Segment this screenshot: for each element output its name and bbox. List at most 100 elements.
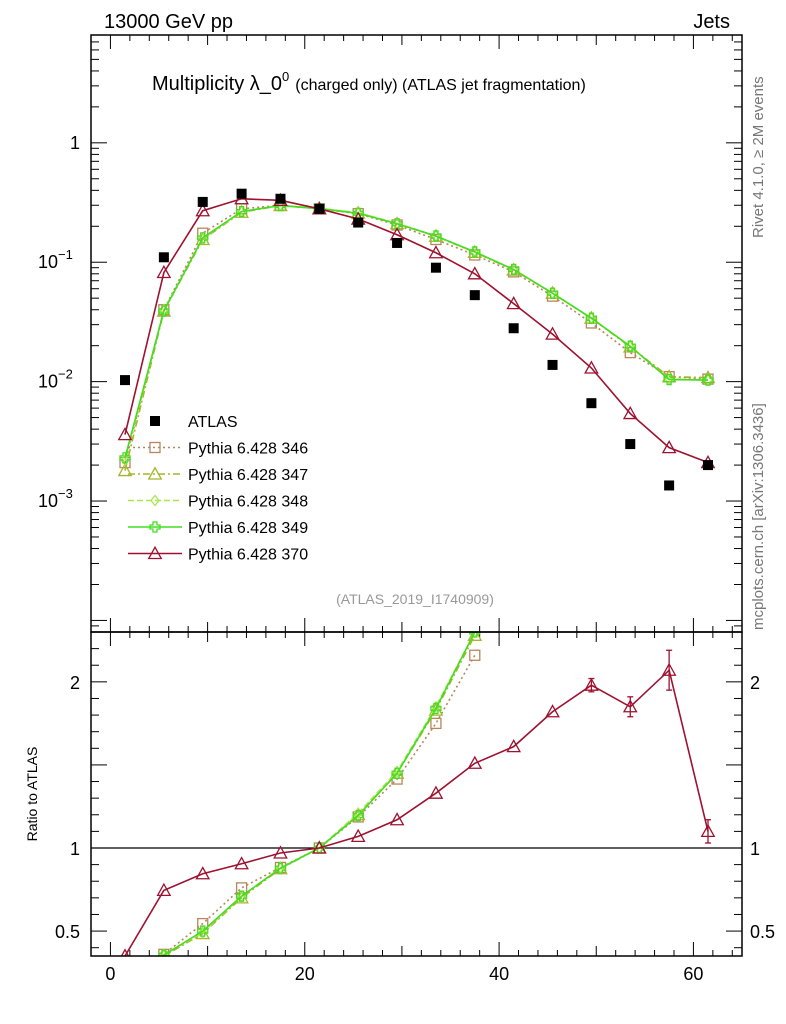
series-marker-4 xyxy=(195,203,211,217)
ratio-marker-3 xyxy=(352,809,364,822)
ratio-marker-4 xyxy=(195,866,211,880)
data-point xyxy=(664,480,675,491)
data-point xyxy=(625,439,636,450)
title-superscript: 0 xyxy=(282,69,289,84)
ratio-line-4 xyxy=(124,668,709,956)
y-tick-label: 1 xyxy=(70,133,80,153)
series-marker-4 xyxy=(156,264,172,279)
series-marker-3 xyxy=(197,232,209,244)
rivet-label: Rivet 4.1.0, ≥ 2M events xyxy=(750,76,767,238)
ratio-marker-2 xyxy=(197,926,208,939)
ratio-y-tick-label: 0.5 xyxy=(55,922,80,942)
header-right: Jets xyxy=(693,11,730,33)
series-marker-3 xyxy=(585,312,598,324)
ratio-y-tick-label: 1 xyxy=(70,839,80,859)
ratio-marker-4 xyxy=(467,755,483,769)
ratio-marker-4 xyxy=(661,662,677,676)
series-marker-3 xyxy=(158,305,170,317)
series-marker-4 xyxy=(467,266,483,280)
series-marker-1 xyxy=(700,370,716,384)
ratio-marker-4 xyxy=(234,856,249,870)
data-point xyxy=(547,359,558,370)
ratio-line-2 xyxy=(159,632,476,956)
ratio-panel-data xyxy=(91,632,742,991)
ratio-marker-4 xyxy=(350,828,366,843)
ratio-marker-4 xyxy=(622,699,638,713)
ratio-marker-3 xyxy=(235,890,248,902)
data-point xyxy=(392,237,403,248)
series-marker-2 xyxy=(120,454,130,467)
legend-marker-4 xyxy=(147,545,163,560)
ratio-marker-3 xyxy=(430,702,442,715)
top-panel-frame xyxy=(90,34,743,633)
ratio-marker-3 xyxy=(391,767,403,779)
y-tick-label: 10−3 xyxy=(38,486,73,511)
data-point xyxy=(314,203,325,214)
data-point xyxy=(158,252,169,263)
ratio-line-0 xyxy=(160,654,476,956)
ratio-y-tick-label-right: 0.5 xyxy=(750,922,775,942)
ratio-marker-2 xyxy=(431,700,441,713)
title-subtitle: (charged only) (ATLAS jet fragmentation) xyxy=(295,77,586,94)
series-marker-4 xyxy=(661,440,677,454)
header-left: 13000 GeV pp xyxy=(104,11,233,33)
legend-marker-1 xyxy=(147,466,163,480)
chart-title: Multiplicity λ_00 (charged only) (ATLAS j… xyxy=(152,69,586,95)
data-point xyxy=(469,290,480,301)
ratio-marker-2 xyxy=(121,974,129,984)
series-marker-2 xyxy=(159,303,169,316)
x-tick-label: 20 xyxy=(295,964,315,984)
data-point xyxy=(197,196,208,207)
y-tick-exponent: −3 xyxy=(58,486,73,501)
legend-marker-reference xyxy=(150,416,160,426)
ratio-marker-0 xyxy=(120,976,130,986)
x-tick-label: 40 xyxy=(489,964,509,984)
ratio-marker-4 xyxy=(545,704,560,718)
ratio-marker-4 xyxy=(389,812,405,826)
legend-label-3: Pythia 6.428 349 xyxy=(188,520,308,537)
series-marker-4 xyxy=(545,326,560,340)
ratio-marker-0 xyxy=(430,717,442,730)
data-point xyxy=(275,193,286,204)
ratio-marker-2 xyxy=(353,807,364,820)
title-main: Multiplicity λ_0 xyxy=(152,73,282,95)
data-point xyxy=(236,188,247,199)
data-point xyxy=(702,460,713,471)
series-marker-4 xyxy=(506,296,522,310)
legend-label-0: Pythia 6.428 346 xyxy=(188,441,308,458)
ratio-marker-3 xyxy=(469,632,481,638)
series-marker-4 xyxy=(584,360,599,374)
y-tick-label: 10−1 xyxy=(38,247,73,272)
x-tick-label: 60 xyxy=(683,964,703,984)
ratio-marker-4 xyxy=(700,823,716,838)
series-line-0 xyxy=(124,204,709,463)
series-marker-3 xyxy=(430,230,442,242)
legend: ATLAS Pythia 6.428 346 Pythia 6.428 347 Pyt… xyxy=(128,414,308,564)
ratio-line-1 xyxy=(162,634,476,956)
ratio-marker-1 xyxy=(467,632,483,641)
data-point xyxy=(508,323,519,334)
ratio-y-tick-label: 2 xyxy=(70,673,80,693)
ratio-marker-3 xyxy=(120,973,130,983)
ratio-marker-1 xyxy=(428,702,444,716)
ratio-marker-4 xyxy=(273,845,288,859)
ratio-marker-0 xyxy=(469,649,481,661)
legend-marker-3 xyxy=(149,521,161,533)
ratio-marker-1 xyxy=(119,980,132,991)
x-tick-label: 0 xyxy=(105,964,115,984)
series-marker-3 xyxy=(469,246,481,258)
series-marker-1 xyxy=(117,462,133,477)
series-marker-3 xyxy=(391,218,403,230)
data-point xyxy=(430,262,441,273)
y-tick-label: 10−2 xyxy=(38,367,73,392)
ratio-panel-frame xyxy=(90,631,743,957)
series-marker-3 xyxy=(235,205,248,218)
series-marker-3 xyxy=(508,263,520,276)
legend-label-1: Pythia 6.428 347 xyxy=(188,467,308,484)
series-marker-4 xyxy=(428,245,444,259)
series-marker-3 xyxy=(624,340,636,352)
series-line-4 xyxy=(124,197,709,464)
ratio-marker-4 xyxy=(156,882,172,897)
series-marker-3 xyxy=(663,373,675,386)
